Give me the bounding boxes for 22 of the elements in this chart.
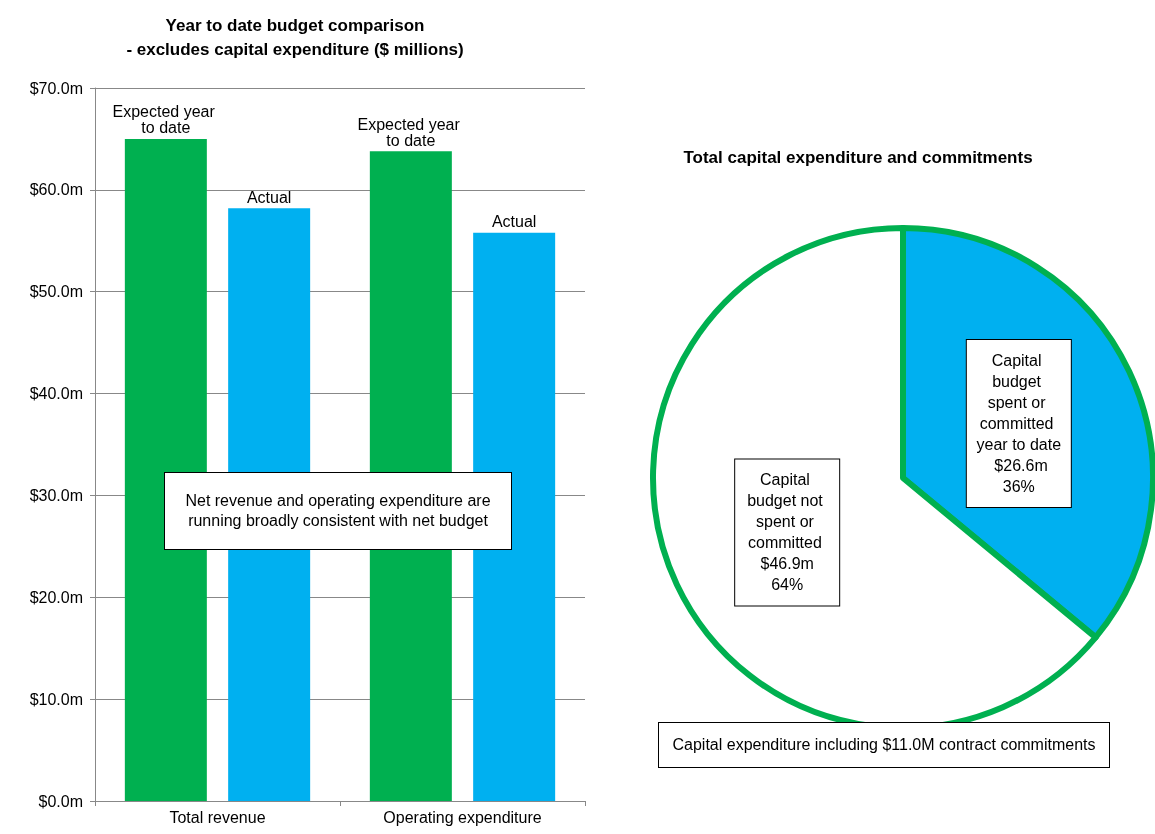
chart-title: Year to date budget comparison - excludes capital expenditure ($ millions) [126, 15, 464, 59]
data-label: 36% [1002, 478, 1035, 495]
y-tick-label: $40.0m [29, 385, 83, 403]
y-tick-label: $60.0m [29, 181, 83, 199]
text: Expected year to date [357, 115, 460, 149]
y-tick-label: $0.0m [38, 792, 83, 810]
series-label: Actual [246, 188, 292, 206]
chart-title: Total capital expenditure and commitments [683, 148, 1033, 167]
text-box: Capital expenditure including $11.0M contract commitments [658, 722, 1110, 768]
slice-label: Capital budget not spent or committed $46.9m [747, 471, 828, 573]
slice-label: Capital budget spent or committed year to date $26.6m [976, 352, 1062, 474]
y-tick-label: $70.0m [29, 79, 83, 97]
y-tick-label: $30.0m [29, 486, 83, 504]
x-tick-label: Operating expenditure [383, 808, 542, 826]
data-label: 64% [771, 576, 804, 594]
y-tick-label: $50.0m [29, 283, 83, 301]
text: Actual [491, 213, 537, 231]
series-label: Expected year to date [112, 103, 220, 137]
y-tick-label: $20.0m [29, 588, 83, 606]
text-box: Net revenue and operating expenditure are running broadly consistent with net budget [164, 472, 512, 550]
y-tick-label: $10.0m [29, 690, 83, 708]
x-tick-label: Total revenue [169, 808, 266, 826]
